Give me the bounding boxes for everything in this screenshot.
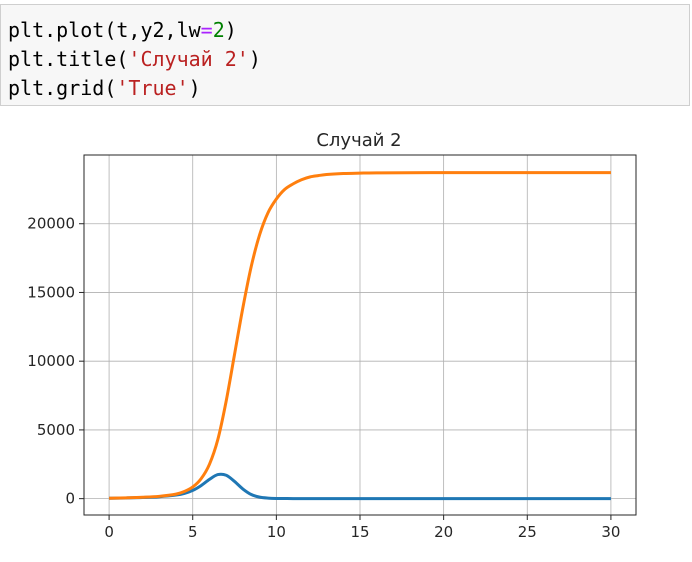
code-token: 'True' [116,76,189,100]
y-tick-label: 20000 [27,215,75,233]
code-token: plt.grid( [8,76,117,100]
grid [84,155,636,515]
x-tick-label: 30 [601,523,620,541]
code-cell[interactable]: plt.plot(t,y2,lw=2) plt.title('Случай 2'… [0,4,690,106]
code-token: 'Случай 2' [128,47,249,71]
code-token: 2 [212,18,225,42]
chart-title: Случай 2 [316,130,401,151]
y-tick-label: 10000 [27,352,75,370]
x-tick-label: 10 [267,523,286,541]
code-token: ) [188,76,201,100]
code-token: plt.plot(t,y2,lw [8,18,201,42]
code-token: plt.title( [8,47,129,71]
code-token: ) [248,47,261,71]
y-axis: 0 5000 10000 15000 20000 [27,215,84,508]
x-tick-label: 15 [350,523,369,541]
x-tick-label: 25 [518,523,537,541]
code-token: ) [224,18,237,42]
series-line-2 [109,171,611,500]
series-group [109,171,611,501]
x-tick-label: 0 [104,523,114,541]
chart-output: Случай 2 0 5 10 15 20 25 30 0 5000 10000 15000 200… [0,118,692,558]
y-tick-label: 0 [65,490,75,508]
code-line: plt.plot(t,y2,lw=2) [8,16,689,45]
code-line: plt.grid('True') [8,74,689,103]
y-tick-label: 5000 [37,421,75,439]
x-tick-label: 20 [434,523,453,541]
code-line: plt.title('Случай 2') [8,45,689,74]
x-axis: 0 5 10 15 20 25 30 [104,515,620,541]
y-tick-label: 15000 [27,283,75,301]
line-chart: Случай 2 0 5 10 15 20 25 30 0 5000 10000 15000 200… [27,130,637,541]
x-tick-label: 5 [188,523,198,541]
code-token: = [200,18,213,42]
